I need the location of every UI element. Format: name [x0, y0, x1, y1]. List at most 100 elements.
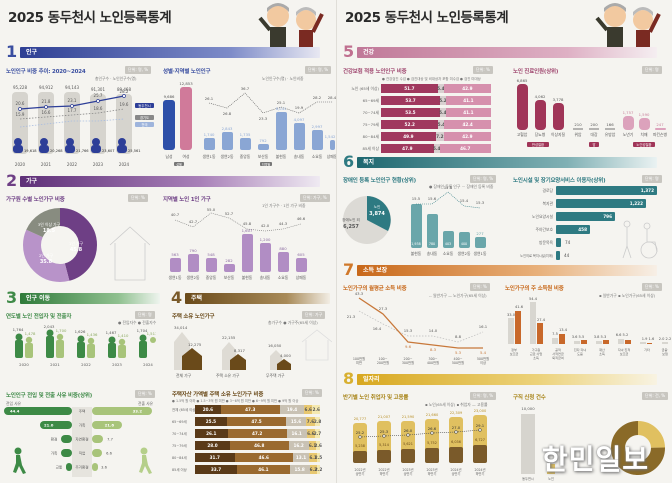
- svg-text:위암: 위암: [575, 132, 582, 137]
- svg-text:880: 880: [279, 246, 287, 251]
- svg-text:42.0: 42.0: [261, 223, 270, 228]
- section-6-header: 6 복지: [343, 154, 657, 170]
- svg-text:6,865: 6,865: [517, 78, 528, 83]
- svg-text:대장: 대장: [591, 132, 598, 137]
- svg-text:21,766: 21,766: [76, 149, 89, 153]
- svg-text:고혈압: 고혈압: [517, 132, 528, 137]
- home-owner-chart: 34,014 12,275 22,155 8,317 16,050 4,000 전체 가구…: [174, 325, 332, 378]
- svg-text:26.0: 26.0: [404, 428, 413, 433]
- svg-text:6.6: 6.6: [106, 452, 112, 456]
- svg-text:21,660: 21,660: [426, 413, 439, 417]
- svg-text:동두천시: 동두천시: [522, 476, 534, 481]
- svg-text:자연환경: 자연환경: [75, 437, 88, 442]
- svg-text:33.0: 33.0: [507, 313, 516, 317]
- svg-text:210: 210: [574, 122, 582, 127]
- svg-text:2022: 2022: [81, 362, 91, 367]
- svg-text:5.4: 5.4: [480, 350, 487, 355]
- svg-text:27.4: 27.4: [537, 318, 546, 322]
- svg-text:94,912: 94,912: [39, 85, 53, 90]
- svg-text:28.4: 28.4: [328, 95, 336, 100]
- svg-text:2024: 2024: [143, 362, 153, 367]
- svg-text:46.6: 46.6: [297, 216, 306, 221]
- svg-text:미만: 미만: [356, 360, 362, 365]
- svg-text:780: 780: [429, 242, 435, 246]
- svg-text:605: 605: [297, 252, 305, 257]
- svg-text:277: 277: [476, 231, 484, 236]
- svg-text:54.4: 54.4: [529, 297, 538, 301]
- svg-text:1,938: 1,938: [411, 242, 420, 246]
- svg-text:지역별: 지역별: [262, 161, 271, 166]
- chart-title: 노인 진료인원(상위): [513, 69, 559, 75]
- svg-text:8.8: 8.8: [455, 334, 462, 339]
- chart-title: 노인시설 및 장기요양서비스 이용자(상위): [513, 178, 606, 184]
- svg-text:소득: 소득: [533, 356, 539, 360]
- svg-text:경기도: 경기도: [140, 115, 149, 120]
- svg-text:44.3: 44.3: [279, 221, 288, 226]
- svg-text:가구원: 가구원: [532, 347, 541, 352]
- svg-text:동두천시: 동두천시: [138, 103, 150, 108]
- svg-text:자녀·친척: 자녀·친척: [618, 347, 631, 352]
- svg-text:21.0: 21.0: [44, 423, 54, 428]
- svg-text:23.3: 23.3: [259, 116, 268, 121]
- svg-text:45.8: 45.8: [70, 247, 83, 253]
- svg-text:무주택 가구: 무주택 가구: [266, 373, 285, 378]
- svg-text:26.1: 26.1: [205, 96, 214, 101]
- section-3-header: 3 인구 이동: [6, 290, 160, 306]
- svg-text:보험: 보험: [662, 351, 668, 356]
- svg-text:1,735: 1,735: [240, 132, 251, 137]
- svg-text:이상: 이상: [480, 360, 486, 365]
- svg-text:공적: 공적: [555, 347, 561, 352]
- svg-text:보조금: 보조금: [510, 352, 519, 356]
- svg-text:전국: 전국: [141, 122, 147, 127]
- svg-text:25.3: 25.3: [380, 429, 389, 434]
- svg-text:19.6: 19.6: [120, 102, 129, 107]
- svg-text:소요동: 소요동: [443, 251, 454, 256]
- svg-text:89,468: 89,468: [117, 87, 131, 92]
- svg-text:548: 548: [207, 252, 215, 257]
- svg-text:44.4: 44.4: [10, 409, 20, 414]
- svg-text:400: 400: [461, 242, 467, 246]
- svg-text:소요동: 소요동: [278, 275, 289, 280]
- svg-text:7.5: 7.5: [552, 332, 558, 336]
- svg-text:송내동: 송내동: [260, 275, 271, 280]
- single-household-chart: 40.7 42.7 55.0 52.7 45.8 42.0 44.3 46.6 563 790 5…: [169, 208, 307, 280]
- svg-text:2023년: 2023년: [402, 467, 413, 472]
- pop-trend-chart: 95,228 94,912 94,143 91,301 89,468 20.6 21.8 2…: [12, 85, 154, 167]
- svg-text:2022년: 2022년: [378, 467, 389, 472]
- svg-text:29.1: 29.1: [476, 423, 485, 428]
- svg-text:200만원: 200만원: [377, 360, 389, 365]
- svg-text:3.8 5.3: 3.8 5.3: [594, 335, 607, 339]
- svg-text:환경: 환경: [51, 437, 58, 442]
- svg-text:6.6 5.2: 6.6 5.2: [616, 333, 629, 337]
- svg-text:생연1동: 생연1동: [203, 154, 216, 159]
- svg-text:100만원: 100만원: [353, 356, 365, 361]
- svg-text:6,727: 6,727: [475, 438, 485, 442]
- income-ratio-chart: 43.3 27.3 15.3 14.0 8.8 16.1 21.3 16.4 9.6 8.3 5…: [347, 292, 489, 365]
- svg-text:300~: 300~: [428, 357, 437, 361]
- svg-text:직업: 직업: [79, 451, 86, 456]
- svg-text:파킨슨병: 파킨슨병: [653, 132, 667, 137]
- left-page: 2025 동두천시 노인등록통계 1 인구 노인인구 비중 추이: 2020~2…: [4, 3, 336, 477]
- svg-text:23,000: 23,000: [474, 409, 487, 413]
- svg-text:4,000: 4,000: [280, 353, 291, 358]
- svg-text:보산동: 보산동: [224, 275, 235, 280]
- svg-text:보산동: 보산동: [258, 154, 269, 159]
- svg-text:2022년: 2022년: [354, 467, 365, 472]
- svg-text:당뇨병: 당뇨병: [535, 132, 546, 137]
- svg-text:563: 563: [171, 252, 179, 257]
- svg-text:2023년: 2023년: [426, 467, 437, 472]
- svg-text:4,062: 4,062: [535, 94, 546, 99]
- svg-text:6,041: 6,041: [276, 106, 287, 111]
- svg-text:25,561: 25,561: [128, 149, 141, 153]
- chart-title: 지역별 노인 1인 가구: [163, 197, 211, 203]
- svg-text:근로·사업: 근로·사업: [530, 351, 543, 356]
- svg-text:21.6: 21.6: [105, 423, 115, 428]
- svg-text:노인: 노인: [548, 476, 554, 481]
- svg-text:1,542: 1,542: [325, 134, 336, 139]
- disabled-elderly-chart: 노인 3,874 장애노인 외 6,257 15.5 15.6 17.8 15.4 15.3…: [342, 186, 487, 256]
- svg-text:7.7: 7.7: [107, 438, 113, 442]
- svg-text:9,686: 9,686: [164, 94, 175, 99]
- svg-text:하반기: 하반기: [380, 471, 389, 476]
- svg-text:400~: 400~: [453, 357, 462, 361]
